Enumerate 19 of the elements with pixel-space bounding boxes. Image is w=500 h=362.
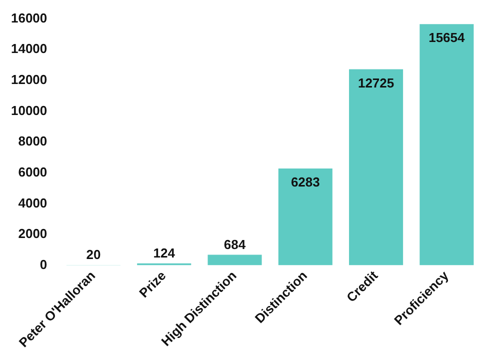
y-tick-label: 14000 [10, 41, 48, 56]
bar [278, 168, 332, 266]
data-label: 15654 [428, 30, 466, 46]
data-label: 684 [224, 236, 246, 252]
y-tick-label: 2000 [18, 226, 48, 242]
bar [208, 254, 262, 266]
data-label: 124 [153, 245, 176, 260]
y-tick-label: 6000 [18, 164, 48, 180]
y-tick-label: 4000 [18, 195, 48, 210]
y-tick-label: 12000 [10, 72, 48, 88]
data-label: 12725 [358, 75, 394, 90]
bar [349, 69, 404, 266]
y-tick-label: 10000 [10, 102, 48, 118]
data-label: 6283 [290, 174, 320, 190]
y-tick-label: 16000 [10, 10, 48, 26]
y-tick-label: 0 [40, 256, 48, 272]
y-tick-label: 8000 [18, 134, 48, 149]
data-label: 20 [86, 247, 101, 262]
bar [420, 24, 474, 266]
